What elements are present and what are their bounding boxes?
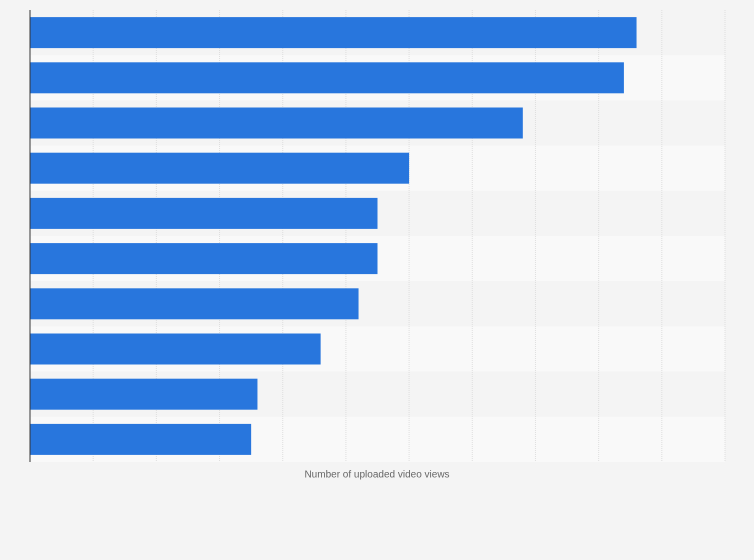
- bar: [30, 17, 637, 49]
- bar: [30, 378, 258, 410]
- bar: [30, 197, 378, 229]
- bar: [30, 288, 359, 320]
- bar: [30, 152, 410, 184]
- bar: [30, 243, 378, 275]
- bar: [30, 333, 321, 365]
- bar: [30, 423, 252, 455]
- bar: [30, 62, 624, 94]
- bar: [30, 107, 523, 139]
- x-axis-label: Number of uploaded video views: [304, 470, 449, 481]
